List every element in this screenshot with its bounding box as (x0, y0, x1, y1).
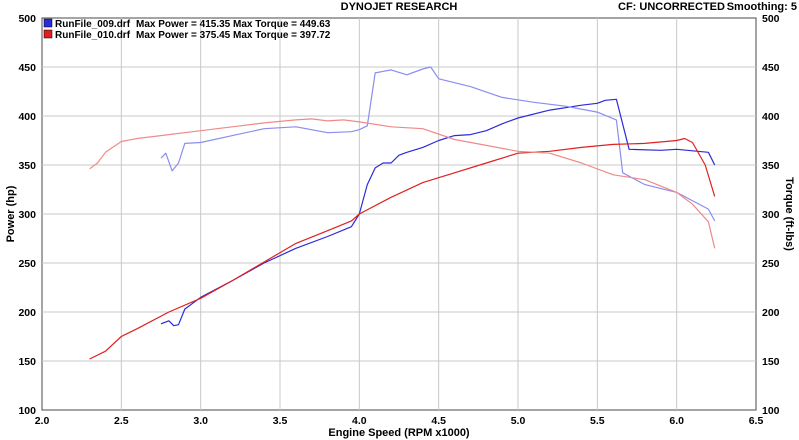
legend-swatch-run-010 (43, 29, 53, 39)
y-tick-label: 300 (18, 209, 36, 221)
y-tick-label: 100 (18, 405, 36, 417)
y-tick-label: 500 (18, 13, 36, 25)
grid (42, 18, 756, 410)
y-tick-label: 350 (18, 160, 36, 172)
x-axis-label: Engine Speed (RPM x1000) (328, 427, 470, 439)
y-tick-label: 200 (18, 307, 36, 319)
tick-labels: 2.0 2.5 3.0 3.5 4.0 4.5 5.0 5.5 6.0 6.51001502002… (18, 13, 779, 427)
smoothing-label: Smoothing: 5 (727, 1, 797, 13)
y2-tick-label: 200 (762, 307, 780, 319)
legend-max-power-run-010: Max Power = 375.45 (136, 30, 231, 41)
legend-swatch-run-009 (43, 18, 53, 28)
y2-tick-label: 300 (762, 209, 780, 221)
legend-max-power-run-009: Max Power = 415.35 (136, 19, 231, 30)
series-lines (89, 66, 716, 360)
x-tick-label: 6.0 (669, 415, 684, 427)
x-tick-label: 4.0 (352, 415, 367, 427)
y-tick-label: 450 (18, 62, 36, 74)
y2-tick-label: 400 (762, 111, 780, 123)
series-line-runfile_009-drf-torque (160, 66, 716, 222)
legend-max-torque-run-010: Max Torque = 397.72 (233, 30, 331, 41)
chart-title: DYNOJET RESEARCH (341, 1, 458, 13)
x-tick-label: 4.5 (431, 415, 446, 427)
series-line-runfile_010-drf-power (89, 137, 716, 360)
legend: RunFile_009.drf Max Power = 415.35 Max T… (43, 18, 331, 41)
y2-axis-label: Torque (ft-lbs) (783, 177, 795, 251)
x-tick-label: 6.5 (749, 415, 764, 427)
y2-tick-label: 150 (762, 356, 780, 368)
x-tick-label: 3.5 (273, 415, 288, 427)
y2-tick-label: 350 (762, 160, 780, 172)
x-tick-label: 2.0 (35, 415, 50, 427)
y2-tick-label: 100 (762, 405, 780, 417)
x-tick-label: 3.0 (193, 415, 208, 427)
y2-tick-label: 250 (762, 258, 780, 270)
correction-factor-label: CF: UNCORRECTED (618, 1, 725, 13)
x-tick-label: 5.0 (511, 415, 526, 427)
x-tick-label: 2.5 (114, 415, 129, 427)
legend-file-run-010: RunFile_010.drf (55, 30, 131, 41)
y2-tick-label: 500 (762, 13, 780, 25)
y-tick-label: 400 (18, 111, 36, 123)
y-tick-label: 150 (18, 356, 36, 368)
series-line-runfile_010-drf-torque (89, 118, 716, 249)
y-axis-label: Power (hp) (5, 185, 17, 242)
legend-max-torque-run-009: Max Torque = 449.63 (233, 19, 331, 30)
legend-file-run-009: RunFile_009.drf (55, 19, 131, 30)
y-tick-label: 250 (18, 258, 36, 270)
y2-tick-label: 450 (762, 62, 780, 74)
x-tick-label: 5.5 (590, 415, 605, 427)
